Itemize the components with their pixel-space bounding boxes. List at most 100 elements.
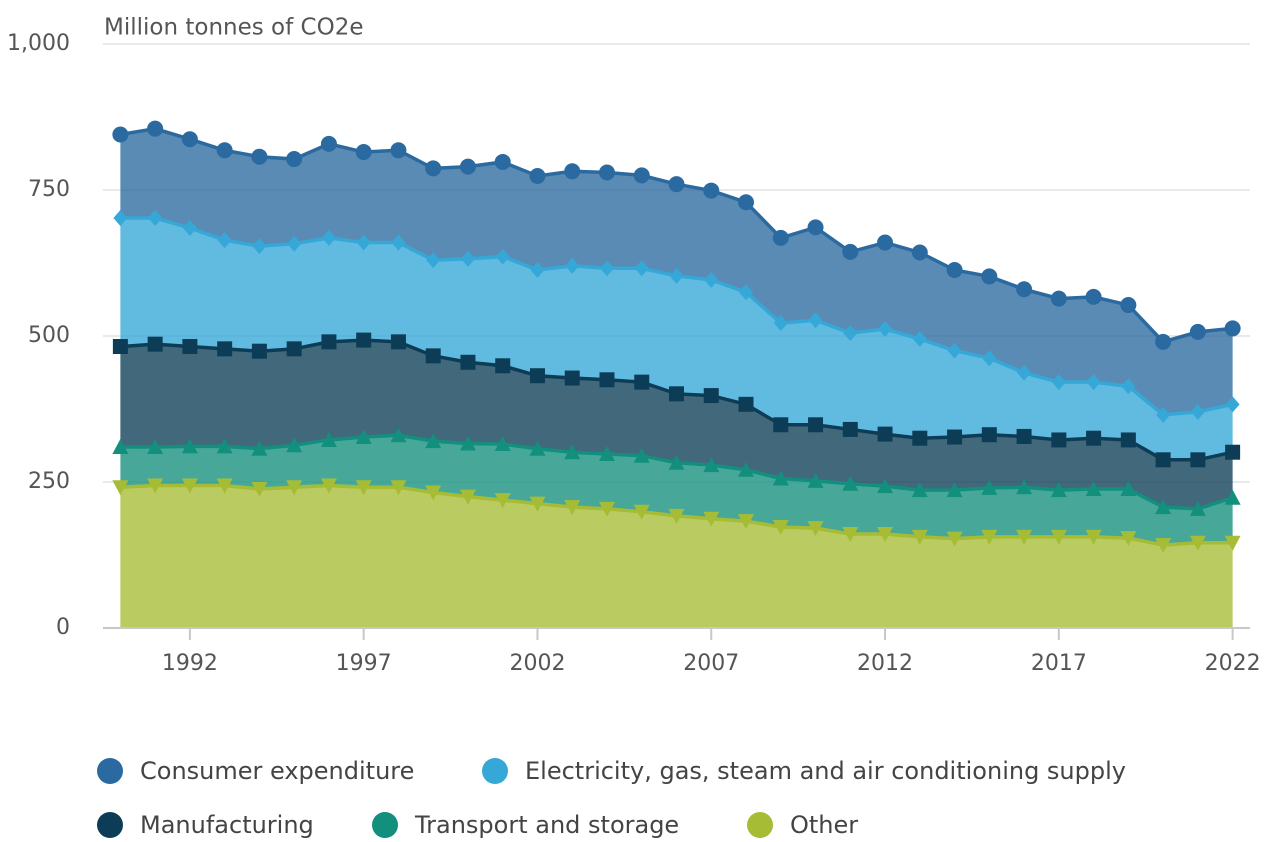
- marker: [355, 480, 372, 496]
- marker: [425, 160, 442, 177]
- marker: [494, 436, 511, 452]
- legend-label: Manufacturing: [140, 811, 314, 839]
- marker: [911, 529, 928, 545]
- marker: [633, 504, 650, 520]
- marker: [286, 341, 302, 357]
- marker: [321, 229, 336, 246]
- marker: [460, 250, 475, 267]
- marker: [808, 312, 823, 329]
- marker: [216, 142, 233, 159]
- marker: [112, 480, 129, 496]
- marker: [494, 493, 511, 509]
- marker: [251, 343, 267, 359]
- marker: [217, 341, 233, 357]
- marker: [147, 336, 163, 352]
- marker: [877, 234, 894, 251]
- marker: [426, 252, 441, 269]
- marker: [1017, 364, 1032, 381]
- marker: [912, 430, 928, 446]
- marker: [842, 243, 859, 260]
- marker: [668, 508, 685, 524]
- marker: [912, 330, 927, 347]
- marker: [669, 386, 684, 402]
- marker: [633, 167, 650, 184]
- marker: [807, 219, 824, 236]
- marker: [529, 167, 546, 184]
- marker: [911, 244, 928, 261]
- marker: [391, 234, 406, 251]
- marker: [251, 440, 268, 456]
- marker: [668, 176, 685, 193]
- marker: [564, 163, 581, 180]
- marker: [216, 438, 233, 454]
- x-tick-label: 1992: [162, 651, 218, 676]
- legend-swatch: [747, 812, 773, 838]
- marker: [738, 396, 754, 412]
- marker: [1086, 430, 1102, 446]
- marker: [703, 457, 720, 473]
- marker: [808, 417, 824, 433]
- legend-swatch: [97, 758, 123, 784]
- marker: [1085, 481, 1102, 497]
- marker: [1189, 323, 1206, 340]
- marker: [529, 368, 545, 384]
- marker: [703, 511, 720, 527]
- marker: [1155, 499, 1172, 515]
- marker: [1225, 396, 1240, 413]
- marker: [1121, 378, 1136, 395]
- marker: [1224, 535, 1241, 551]
- marker: [668, 454, 685, 470]
- marker: [877, 478, 894, 494]
- marker: [390, 480, 407, 496]
- legend-swatch: [482, 758, 508, 784]
- marker: [981, 479, 998, 495]
- marker: [1086, 374, 1101, 391]
- marker: [182, 219, 197, 236]
- legend-label: Consumer expenditure: [140, 757, 414, 785]
- marker: [1224, 320, 1241, 337]
- marker: [981, 427, 997, 443]
- marker: [1155, 452, 1171, 468]
- marker: [982, 350, 997, 367]
- marker: [1016, 529, 1033, 545]
- y-tick-label: 500: [28, 323, 70, 348]
- marker: [460, 354, 476, 370]
- marker: [1155, 333, 1172, 350]
- marker: [947, 342, 962, 359]
- marker: [530, 262, 545, 279]
- marker: [320, 478, 337, 494]
- marker: [842, 421, 858, 437]
- marker: [251, 482, 268, 498]
- marker: [634, 374, 650, 390]
- marker: [947, 429, 963, 445]
- marker: [772, 229, 789, 246]
- marker: [1224, 489, 1241, 505]
- area-fill: [120, 218, 1233, 460]
- marker: [147, 478, 164, 494]
- legend-swatch: [97, 812, 123, 838]
- marker: [911, 482, 928, 498]
- marker: [807, 521, 824, 537]
- marker: [807, 472, 824, 488]
- marker: [981, 268, 998, 285]
- area-fill: [120, 340, 1233, 509]
- marker: [390, 142, 407, 159]
- y-tick-label: 0: [56, 615, 70, 640]
- marker: [842, 526, 859, 542]
- marker: [425, 433, 442, 449]
- marker: [1225, 444, 1241, 460]
- marker: [1085, 288, 1102, 305]
- marker: [1189, 500, 1206, 516]
- y-tick-label: 250: [28, 469, 70, 494]
- marker: [564, 444, 581, 460]
- legend-label: Electricity, gas, steam and air conditio…: [525, 757, 1126, 785]
- legend-label: Transport and storage: [414, 811, 679, 839]
- marker: [356, 332, 372, 348]
- x-tick-label: 2012: [857, 651, 913, 676]
- marker: [772, 470, 789, 486]
- marker: [981, 529, 998, 545]
- y-axis-label: Million tonnes of CO2e: [104, 15, 363, 41]
- x-tick-label: 2007: [683, 651, 739, 676]
- marker: [112, 126, 129, 143]
- marker: [843, 325, 858, 342]
